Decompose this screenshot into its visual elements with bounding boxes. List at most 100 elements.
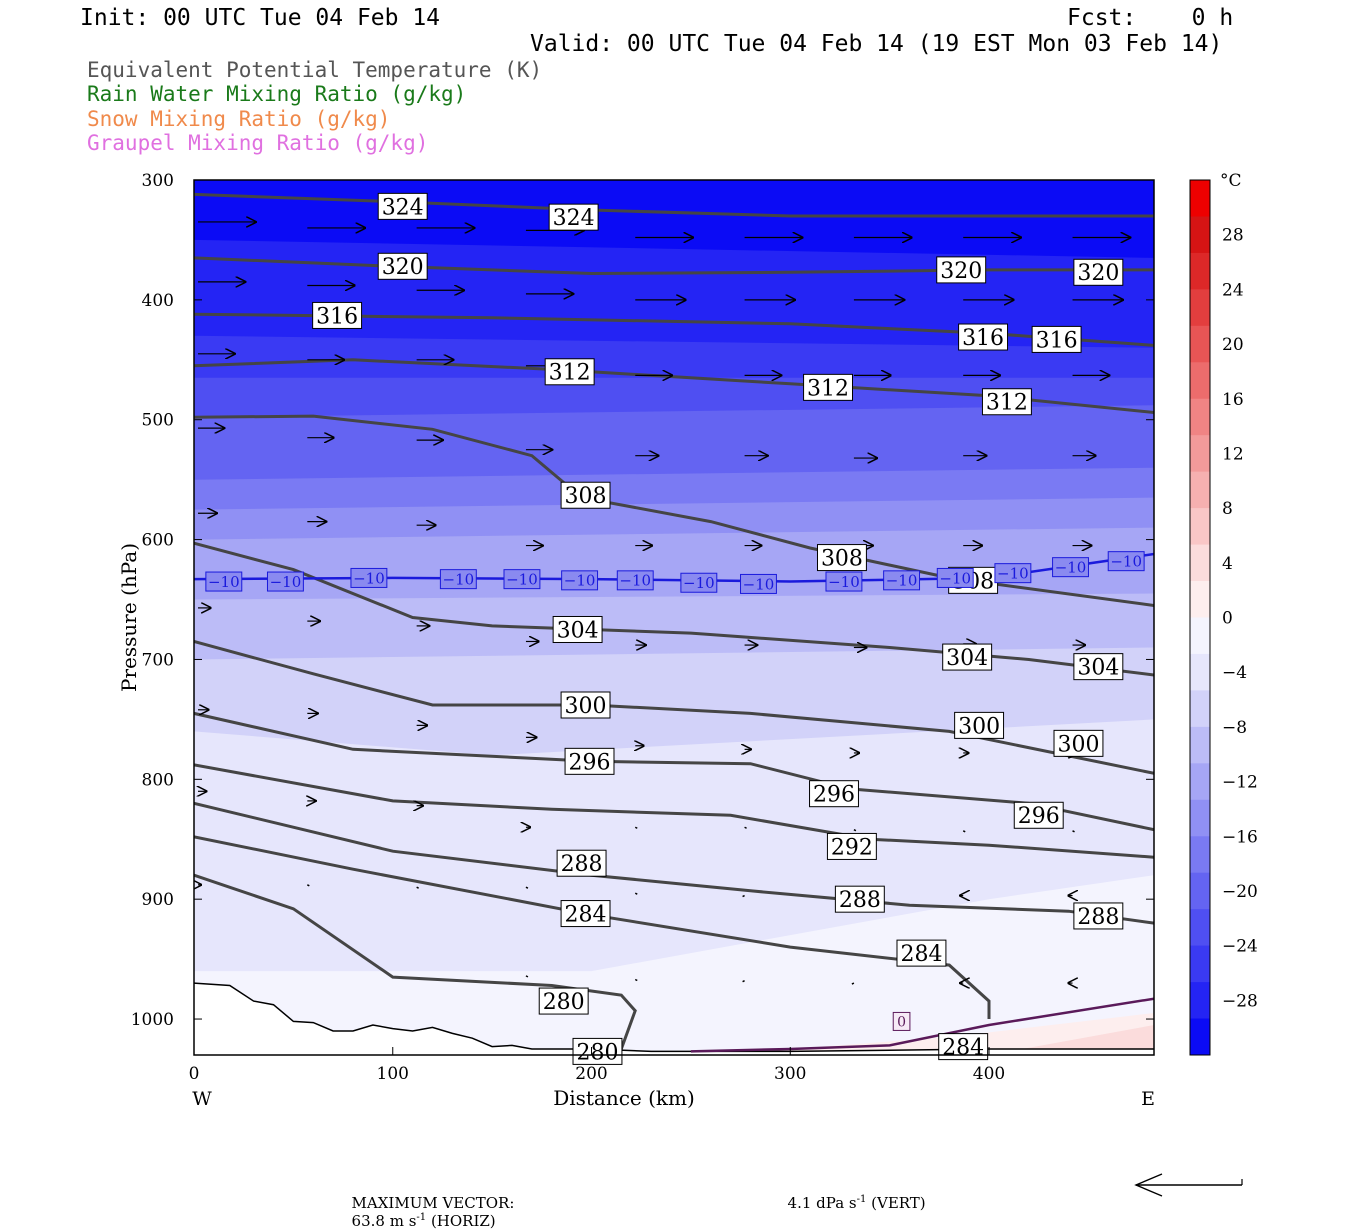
theta-e-label-280-text: 280	[576, 1040, 618, 1065]
legend-rain-water: Rain Water Mixing Ratio (g/kg)	[87, 82, 467, 106]
wind-vector	[525, 886, 529, 889]
theta-e-label-312-box	[803, 373, 853, 401]
x-end-label-east: E	[1141, 1088, 1155, 1110]
y-tick-label: 300	[142, 171, 174, 191]
wind-vector	[416, 886, 419, 889]
theta-e-label-284: 284	[938, 1033, 989, 1061]
theta-e-label-284-text: 284	[900, 942, 942, 967]
theta-e-label-324: 324	[548, 203, 599, 231]
theta-e-label-300-box	[1053, 729, 1104, 757]
isotherm-minus10-label: −10	[740, 573, 777, 594]
colorbar-segment	[1190, 289, 1210, 327]
theta-e-label-320-text: 320	[940, 259, 982, 284]
isotherm-minus10-label-box	[350, 567, 388, 588]
colorbar-segment	[1190, 216, 1210, 254]
isotherm-minus10-label-text: −10	[208, 573, 240, 591]
theta-e-label-292-text: 292	[831, 835, 873, 860]
theta-e-label-324-box	[548, 203, 599, 231]
colorbar-tick-label: 4	[1222, 554, 1233, 574]
theta-e-label-296-text: 296	[569, 750, 611, 775]
theta-e-label-324-text: 324	[553, 206, 595, 231]
isotherm-minus10-label: −10	[616, 570, 654, 591]
theta-e-label-284-box	[560, 900, 611, 928]
terrain-fill	[194, 983, 1154, 1055]
theta-e-label-312-text: 312	[986, 391, 1028, 416]
theta-e-label-312-text: 312	[549, 361, 591, 386]
max-vector-horiz: 63.8 m s-1 (HORIZ)	[351, 1212, 496, 1230]
theta-e-label-316-box	[958, 323, 1009, 351]
wind-vector	[634, 978, 638, 982]
temperature-band	[194, 875, 1154, 1055]
theta-e-contour-320	[194, 256, 1154, 276]
colorbar-segment	[1190, 617, 1210, 655]
theta-e-contour-288	[194, 801, 1154, 925]
wind-vector	[634, 892, 638, 895]
theta-e-label-308: 308	[560, 481, 611, 509]
colorbar-segment	[1190, 544, 1210, 582]
y-tick-label: 500	[142, 411, 174, 431]
theta-e-label-296-box	[1013, 801, 1064, 829]
theta-e-label-288-text: 288	[561, 852, 603, 877]
wind-vector	[525, 975, 529, 978]
isotherm-minus10-label-text: −10	[270, 573, 302, 591]
isotherm-minus10-label: −10	[1052, 557, 1089, 578]
theta-e-label-296-box	[809, 780, 859, 808]
isotherm-minus10-label-box	[825, 571, 863, 592]
theta-e-contour-280	[194, 873, 637, 1050]
theta-e-label-316-text: 316	[962, 326, 1004, 351]
theta-e-label-308-text: 308	[565, 484, 607, 509]
isotherm-minus10-label-box	[561, 570, 599, 591]
isotherm-minus10-label: −10	[825, 571, 863, 592]
isotherm-minus10-label-box	[1052, 557, 1089, 578]
isotherm-minus10-label-box	[883, 570, 921, 591]
theta-e-label-304: 304	[1073, 653, 1124, 681]
colorbar-tick-label: 8	[1222, 499, 1233, 519]
theta-e-label-316-text: 316	[316, 304, 358, 329]
isotherm-minus10-label-box	[266, 571, 304, 592]
wind-vector	[962, 830, 966, 833]
isotherm-minus10-label-box	[503, 569, 541, 590]
theta-e-label-288: 288	[1073, 902, 1124, 930]
theta-e-label-320-box	[377, 252, 428, 280]
theta-e-label-320-text: 320	[382, 255, 424, 280]
theta-e-label-316: 316	[958, 323, 1009, 351]
theta-e-label-304-box	[1073, 653, 1124, 681]
isotherm-minus10-label: −10	[561, 570, 599, 591]
axes: 300 400 500 600 700 800 900 1000 0 100 200 300 400 W E…	[117, 171, 1155, 1110]
theta-e-label-320-box	[1073, 258, 1124, 286]
theta-e-label-288-box	[556, 849, 607, 877]
colorbar-tick-label: −8	[1222, 718, 1247, 738]
forecast-hour-label: Fcst: 0 h	[1067, 5, 1234, 31]
colorbar-tick-label: −24	[1222, 937, 1258, 957]
isotherm-minus10-label: −10	[883, 570, 921, 591]
theta-e-label-324-box	[377, 192, 428, 220]
theta-e-label-320: 320	[377, 252, 428, 280]
isotherm-minus10-label: −10	[680, 572, 718, 593]
y-tick-label: 800	[142, 770, 174, 790]
theta-e-label-316: 316	[1031, 325, 1082, 353]
colorbar-segment	[1190, 435, 1210, 473]
theta-e-label-308-text: 308	[821, 546, 863, 571]
isotherm-minus10-label-box	[740, 573, 777, 594]
wind-vector	[306, 884, 310, 887]
colorbar-segment	[1190, 799, 1210, 837]
x-tick-label: 0	[189, 1064, 200, 1084]
isotherm-minus10-label-text: −10	[743, 575, 775, 593]
isotherm-minus10-label: −10	[439, 569, 477, 590]
isotherm-minus10-label-text: −10	[506, 571, 538, 589]
colorbar-segment	[1190, 945, 1210, 983]
temperature-band	[194, 1013, 1154, 1055]
theta-e-label-320-text: 320	[1077, 261, 1119, 286]
theta-e-label-316: 316	[312, 301, 363, 329]
theta-e-label-300-text: 300	[565, 694, 607, 719]
colorbar-tick-label: −16	[1222, 827, 1258, 847]
theta-e-label-292: 292	[826, 832, 877, 860]
theta-e-label-288-text: 288	[839, 888, 881, 913]
theta-e-label-296-box	[564, 747, 615, 775]
theta-e-label-288-text: 288	[1077, 905, 1119, 930]
colorbar-segment	[1190, 252, 1210, 290]
colorbar-segment	[1190, 362, 1210, 400]
plot-frame	[193, 179, 1155, 1056]
theta-e-label-288: 288	[834, 885, 885, 913]
